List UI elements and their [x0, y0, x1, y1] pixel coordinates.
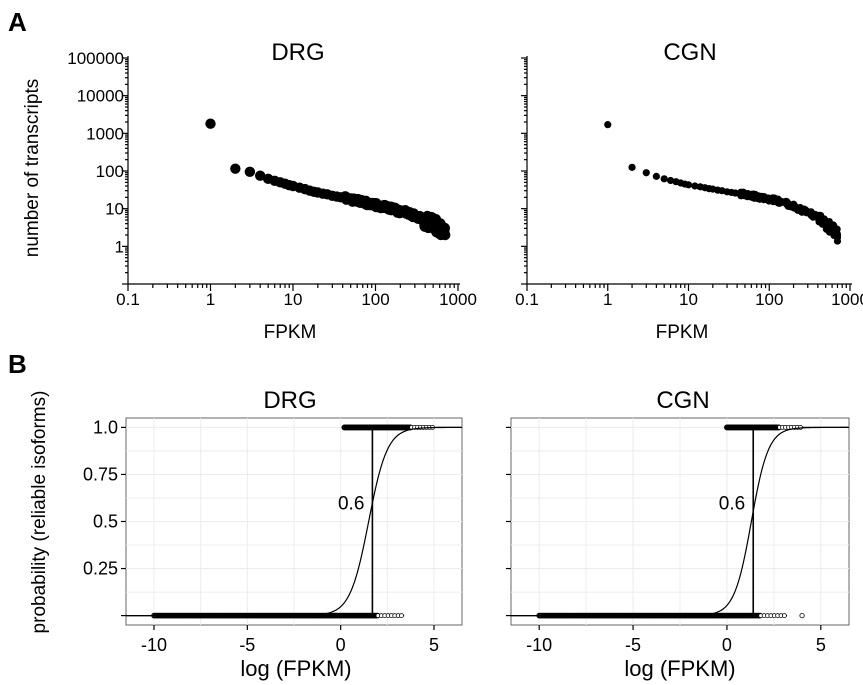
data-marks [604, 121, 842, 245]
y-tick-label: 1000 [86, 124, 124, 143]
chart-title: DRG [263, 387, 316, 414]
x-tick-label: 1 [603, 290, 612, 309]
y-tick-label: 1 [115, 237, 124, 256]
data-point [833, 225, 841, 233]
axis-ticks: 0.1 1 10 100 1000 1 10 100 1000 10000 100000 [67, 49, 477, 309]
data-point [230, 163, 241, 174]
x-axis-label: FPKM [264, 322, 317, 343]
panel-letter-b: B [8, 349, 27, 379]
axis-ticks: 0.1 1 10 100 1000 [515, 56, 863, 309]
data-point [799, 612, 805, 619]
data-point [642, 169, 650, 177]
chart-title: CGN [656, 387, 709, 414]
data-marks [205, 118, 451, 241]
y-axis-label: number of transcripts [22, 79, 43, 257]
x-tick-label: -10 [141, 635, 167, 655]
chart-a-cgn: CGN FPKM 0.1 1 10 100 1000 [515, 39, 863, 343]
x-tick-label: 10 [284, 290, 303, 309]
data-point [660, 175, 668, 183]
x-tick-label: 10 [679, 290, 698, 309]
x-tick-label: 100 [755, 290, 783, 309]
logistic-fit-curve [511, 426, 849, 617]
y-tick-label: 100 [96, 162, 124, 181]
grid [510, 417, 850, 626]
logistic-fit-curve [126, 426, 462, 617]
chart-b-drg: DRG probability (reliable isoforms) log … [29, 387, 463, 681]
y-axis-label: probability (reliable isoforms) [29, 391, 50, 634]
data-point [205, 118, 216, 129]
y-tick-label: 100000 [67, 49, 124, 68]
chart-title: CGN [663, 39, 716, 66]
data-point [254, 170, 266, 181]
chart-title: DRG [271, 39, 324, 66]
data-point [652, 172, 660, 180]
x-tick-label: 1000 [831, 290, 863, 309]
panel-letter-a: A [8, 7, 27, 37]
x-tick-label: 100 [361, 290, 389, 309]
y-tick-label: 0.5 [93, 512, 118, 532]
data-point [604, 121, 612, 129]
x-tick-label: -10 [526, 635, 552, 655]
x-tick-label: 0.1 [515, 290, 539, 309]
threshold-label: 0.6 [719, 494, 745, 515]
x-tick-label: -5 [625, 635, 641, 655]
axis-ticks: -10 -5 0 5 [506, 426, 826, 655]
x-tick-label: 0.1 [116, 290, 140, 309]
data-point [439, 222, 451, 234]
x-axis-label: log (FPKM) [240, 656, 351, 681]
chart-b-cgn: CGN log (FPKM) -10 -5 0 5 0.6 [506, 387, 850, 681]
x-axis-label: FPKM [656, 322, 709, 343]
y-tick-label: 10 [105, 200, 124, 219]
x-tick-label: 0 [722, 635, 732, 655]
x-tick-label: 0 [336, 635, 346, 655]
y-tick-label: 0.25 [83, 559, 118, 579]
x-tick-label: -5 [239, 635, 255, 655]
data-point [801, 206, 809, 214]
x-axis-label: log (FPKM) [624, 656, 735, 681]
data-point [775, 196, 783, 205]
axis-ticks: -10 -5 0 5 0.25 0.5 0.75 1.0 [83, 417, 439, 655]
data-point [833, 237, 842, 245]
x-tick-label: 1000 [439, 290, 477, 309]
y-tick-label: 0.75 [83, 464, 118, 484]
data-point [782, 613, 787, 618]
data-point [244, 166, 256, 178]
y-tick-label: 10000 [77, 87, 124, 106]
grid [125, 417, 463, 626]
data-point [399, 613, 404, 618]
threshold-label: 0.6 [338, 494, 364, 515]
x-tick-label: 1 [206, 290, 215, 309]
data-marks: 0.6 [126, 424, 462, 619]
chart-a-drg: DRG number of transcripts FPKM 0.1 1 10 100… [22, 39, 477, 343]
data-point [628, 163, 636, 171]
x-tick-label: 5 [429, 635, 439, 655]
data-point [684, 181, 693, 189]
y-tick-label: 1.0 [93, 417, 118, 437]
data-point [691, 182, 699, 190]
x-tick-label: 5 [816, 635, 826, 655]
data-point [666, 176, 675, 185]
data-marks: 0.6 [511, 424, 849, 619]
